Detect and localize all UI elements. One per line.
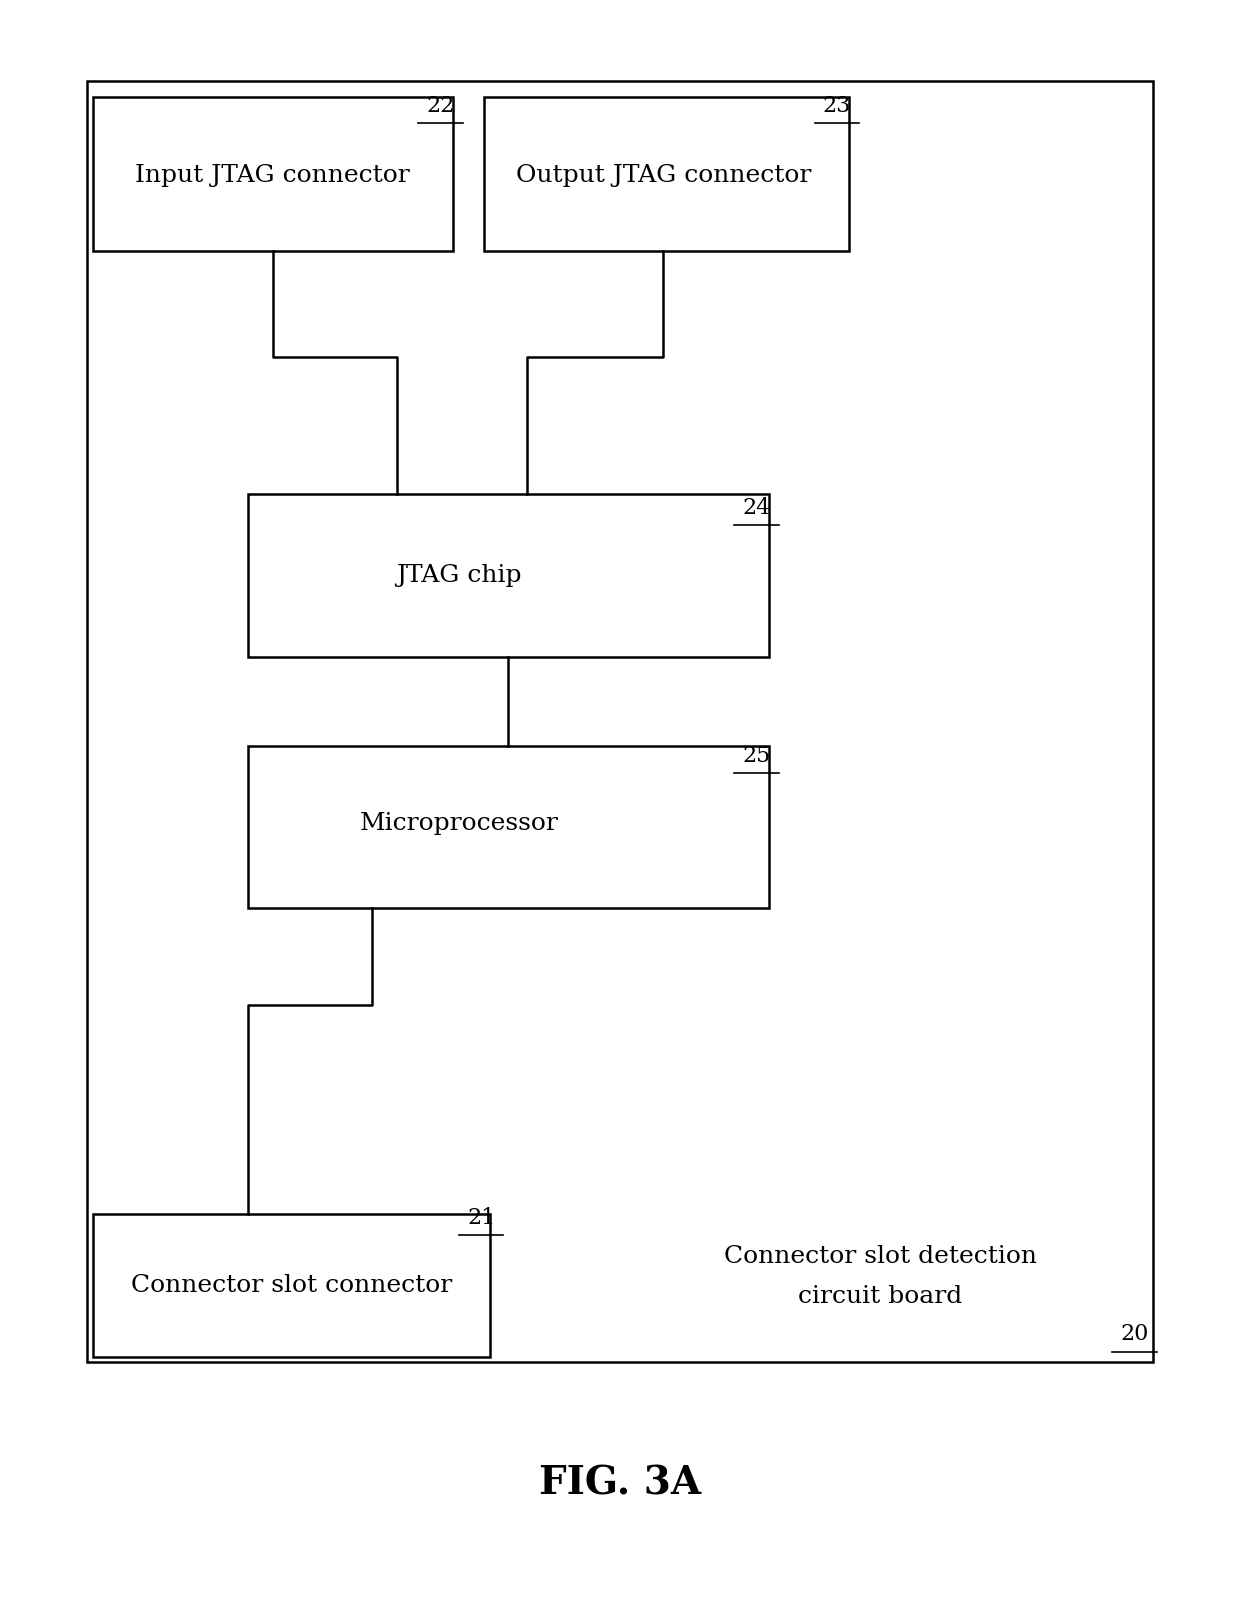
Bar [248, 746, 769, 908]
Text: Input JTAG connector: Input JTAG connector [135, 164, 410, 186]
Text: Microprocessor: Microprocessor [360, 812, 558, 835]
Text: 23: 23 [823, 94, 851, 117]
Bar [87, 81, 1153, 1362]
Bar [484, 97, 849, 251]
Text: Connector slot connector: Connector slot connector [130, 1274, 453, 1297]
Text: JTAG chip: JTAG chip [396, 564, 522, 587]
Text: circuit board: circuit board [799, 1285, 962, 1308]
Bar [93, 1214, 490, 1357]
Text: Connector slot detection: Connector slot detection [724, 1245, 1037, 1268]
Text: Output JTAG connector: Output JTAG connector [516, 164, 811, 186]
Text: 24: 24 [743, 496, 770, 519]
Text: 25: 25 [743, 744, 770, 767]
Bar [248, 494, 769, 657]
Bar [93, 97, 453, 251]
Text: FIG. 3A: FIG. 3A [539, 1464, 701, 1503]
Text: 21: 21 [467, 1206, 495, 1229]
Text: 20: 20 [1121, 1323, 1148, 1345]
Text: 22: 22 [427, 94, 454, 117]
